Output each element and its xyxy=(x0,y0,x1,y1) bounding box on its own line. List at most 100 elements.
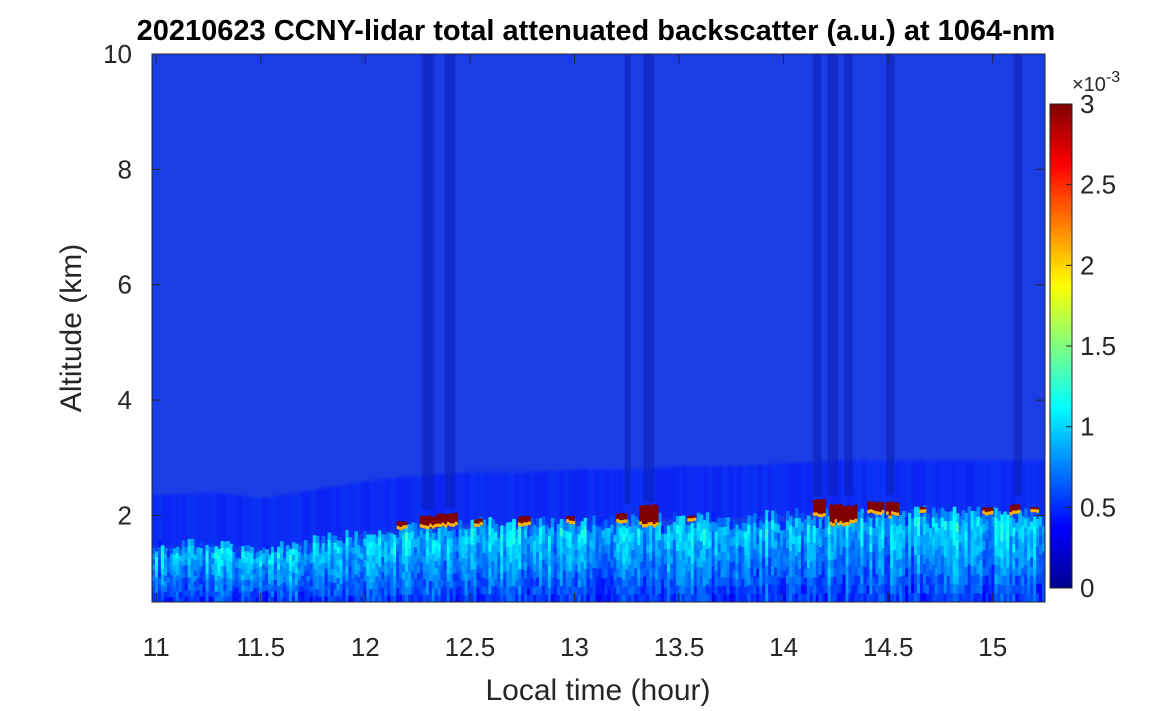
backscatter-cell xyxy=(372,541,376,549)
backscatter-cell xyxy=(568,594,573,602)
backscatter-cell xyxy=(762,549,766,559)
backscatter-cell xyxy=(1000,549,1004,559)
backscatter-cell xyxy=(238,597,242,602)
backscatter-cell xyxy=(1021,550,1025,560)
backscatter-cell xyxy=(687,532,692,541)
backscatter-cell xyxy=(366,568,370,576)
backscatter-cell xyxy=(247,573,251,580)
backscatter-cell xyxy=(658,530,662,540)
backscatter-cell xyxy=(601,537,606,547)
backscatter-cell xyxy=(494,586,498,595)
backscatter-cell xyxy=(571,593,576,602)
backscatter-cell xyxy=(271,590,275,597)
backscatter-cell xyxy=(979,576,984,586)
backscatter-cell xyxy=(690,578,695,587)
backscatter-cell xyxy=(970,574,975,585)
backscatter-cell xyxy=(378,573,382,582)
backscatter-cell xyxy=(979,568,984,578)
backscatter-cell xyxy=(1036,546,1040,557)
backscatter-cell xyxy=(488,517,492,527)
backscatter-cell xyxy=(187,545,192,553)
backscatter-cell xyxy=(878,576,882,586)
backscatter-cell xyxy=(214,552,219,559)
backscatter-cell xyxy=(973,592,978,602)
backscatter-cell xyxy=(693,593,698,602)
backscatter-cell xyxy=(547,543,552,552)
backscatter-cell xyxy=(506,530,510,539)
backscatter-cell xyxy=(259,576,263,582)
backscatter-cell xyxy=(696,521,701,532)
backscatter-cell xyxy=(833,532,838,542)
backscatter-cell xyxy=(437,535,442,544)
backscatter-cell xyxy=(440,526,445,535)
backscatter-cell xyxy=(330,588,335,596)
backscatter-cell xyxy=(515,543,519,552)
backscatter-cell xyxy=(958,584,963,594)
backscatter-cell xyxy=(943,556,948,567)
backscatter-cell xyxy=(595,585,600,595)
backscatter-cell xyxy=(1033,550,1037,560)
backscatter-cell xyxy=(920,592,924,602)
backscatter-cell xyxy=(869,568,873,578)
backscatter-cell xyxy=(223,577,227,585)
backscatter-cell xyxy=(571,577,576,586)
backscatter-cell xyxy=(425,570,430,580)
backscatter-cell xyxy=(625,552,629,562)
backscatter-cell xyxy=(622,525,626,534)
backscatter-cell xyxy=(318,580,323,587)
backscatter-cell xyxy=(789,533,793,543)
backscatter-cell xyxy=(899,541,903,551)
backscatter-cell xyxy=(747,576,751,586)
backscatter-cell xyxy=(354,545,358,554)
backscatter-cell xyxy=(479,576,483,586)
backscatter-cell xyxy=(664,525,668,534)
backscatter-cell xyxy=(741,546,745,555)
backscatter-cell xyxy=(735,555,739,564)
backscatter-cell xyxy=(655,586,659,595)
backscatter-cell xyxy=(711,539,716,549)
backscatter-cell xyxy=(589,570,594,580)
backscatter-cell xyxy=(744,578,748,587)
backscatter-cell xyxy=(464,536,469,545)
backscatter-cell xyxy=(750,567,754,577)
backscatter-cell xyxy=(166,581,171,588)
backscatter-cell xyxy=(672,584,677,594)
cloud-cell xyxy=(571,520,575,525)
backscatter-cell xyxy=(693,535,698,545)
y-axis-label: Altitude (km) xyxy=(55,244,88,412)
backscatter-cell xyxy=(649,560,653,570)
backscatter-cell xyxy=(396,529,400,538)
backscatter-cell xyxy=(881,592,885,602)
backscatter-cell xyxy=(479,593,483,602)
backscatter-cell xyxy=(226,577,230,585)
backscatter-cell xyxy=(277,574,281,581)
backscatter-cell xyxy=(232,545,236,553)
backscatter-cell xyxy=(455,550,460,559)
backscatter-cell xyxy=(979,585,984,595)
backscatter-cell xyxy=(402,594,406,602)
backscatter-cell xyxy=(994,536,998,547)
backscatter-cell xyxy=(780,537,784,547)
backscatter-cell xyxy=(619,593,623,602)
backscatter-cell xyxy=(928,593,933,602)
backscatter-cell xyxy=(839,525,844,536)
backscatter-cell xyxy=(297,590,302,597)
backscatter-cell xyxy=(619,568,623,578)
backscatter-cell xyxy=(702,561,707,570)
backscatter-cell xyxy=(622,556,626,565)
backscatter-cell xyxy=(1012,543,1016,553)
backscatter-cell xyxy=(863,548,867,558)
backscatter-cell xyxy=(925,575,930,586)
backscatter-cell xyxy=(699,540,704,551)
backscatter-cell xyxy=(208,589,213,597)
backscatter-cell xyxy=(268,559,272,565)
backscatter-cell xyxy=(661,540,665,550)
backscatter-cell xyxy=(586,593,591,602)
backscatter-cell xyxy=(265,572,269,579)
backscatter-cell xyxy=(330,575,335,583)
backscatter-cell xyxy=(372,561,376,569)
backscatter-cell xyxy=(291,596,296,602)
backscatter-cell xyxy=(693,577,698,586)
backscatter-cell xyxy=(274,562,278,569)
backscatter-cell xyxy=(265,542,269,550)
